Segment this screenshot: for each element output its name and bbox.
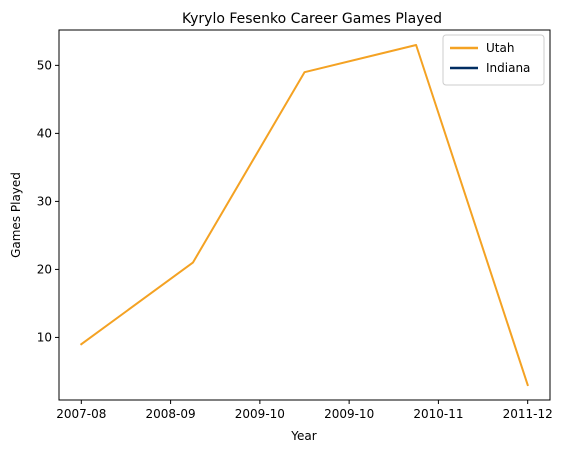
legend: Utah Indiana [442,34,545,86]
x-tick-label: 2010-11 [413,407,463,421]
x-tick-label: 2007-08 [56,407,106,421]
x-tick-label: 2009-10 [235,407,285,421]
y-tick-label: 40 [37,126,52,140]
y-axis: 10 20 30 40 50 [37,58,59,344]
data-point-utah-4 [527,384,529,386]
plot-area [79,44,529,387]
y-tick-label: 20 [37,262,52,276]
chart-title: Kyrylo Fesenko Career Games Played [182,11,442,27]
series-line-utah [79,44,529,387]
data-point-utah-1 [192,261,194,263]
y-tick-label: 10 [37,330,52,344]
data-point-utah-2 [303,71,305,73]
legend-label-indiana: Indiana [486,61,530,75]
y-axis-label: Games Played [9,172,23,258]
plot-frame [58,29,551,401]
data-point-utah-0 [80,343,82,345]
x-tick-label: 2011-12 [503,407,553,421]
data-point-utah-3 [415,44,417,46]
y-tick-label: 30 [37,194,52,208]
x-tick-label: 2008-09 [146,407,196,421]
x-axis-label: Year [290,429,316,443]
y-tick-label: 50 [37,58,52,72]
x-axis: 2007-08 2008-09 2009-10 2009-10 2010-11 2011-… [56,400,553,421]
x-tick-label: 2009-10 [324,407,374,421]
legend-label-utah: Utah [486,41,514,55]
